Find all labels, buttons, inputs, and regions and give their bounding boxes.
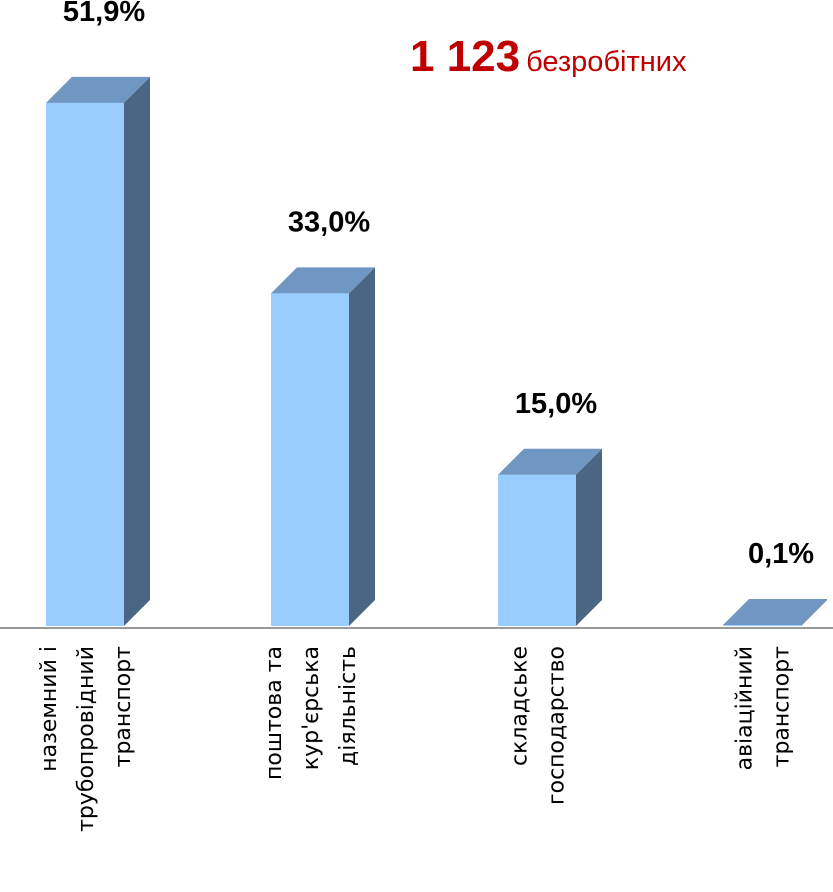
bar-3	[498, 448, 602, 626]
category-label-line: кур'єрська	[299, 646, 324, 770]
category-labels-group: наземний і трубопровідний транспорт поштова…	[37, 646, 795, 832]
category-label-line: господарство	[545, 646, 570, 805]
bar-top-face	[498, 448, 602, 475]
unemployed-unit: безробітних	[526, 46, 687, 78]
data-label: 0,1%	[748, 538, 814, 570]
category-label-line: транспорт	[111, 646, 136, 768]
bar-front-face	[498, 474, 576, 626]
data-labels-group: 51,9% 33,0% 15,0% 0,1%	[63, 0, 814, 570]
bar-side-face	[349, 267, 375, 626]
category-label-line: транспорт	[770, 646, 795, 768]
category-label-line: трубопровідний	[74, 646, 99, 832]
bar-1	[46, 76, 150, 626]
bar-side-face	[576, 448, 602, 626]
category-label-line: авіаційний	[733, 646, 758, 770]
category-label-line: поштова та	[262, 646, 287, 780]
bar-top-face	[46, 76, 150, 103]
bar-front-face	[723, 624, 801, 626]
bar-side-face	[801, 598, 827, 626]
category-label-line: складське	[508, 646, 533, 766]
bar-2	[271, 267, 375, 626]
bar-front-face	[46, 102, 124, 626]
data-label: 33,0%	[288, 206, 370, 238]
category-label-line: наземний і	[37, 646, 62, 772]
unemployed-total: 1 123 безробітних	[410, 32, 687, 82]
bars-group	[46, 76, 827, 626]
bar-side-face	[124, 76, 150, 626]
data-label: 15,0%	[515, 388, 597, 420]
unemployed-count: 1 123	[410, 32, 521, 81]
data-label: 51,9%	[63, 0, 145, 28]
bar-top-face	[271, 267, 375, 294]
bar-top-face	[723, 598, 827, 625]
bar-front-face	[271, 293, 349, 626]
bar-4	[723, 598, 827, 626]
category-label-line: діяльність	[336, 646, 361, 766]
